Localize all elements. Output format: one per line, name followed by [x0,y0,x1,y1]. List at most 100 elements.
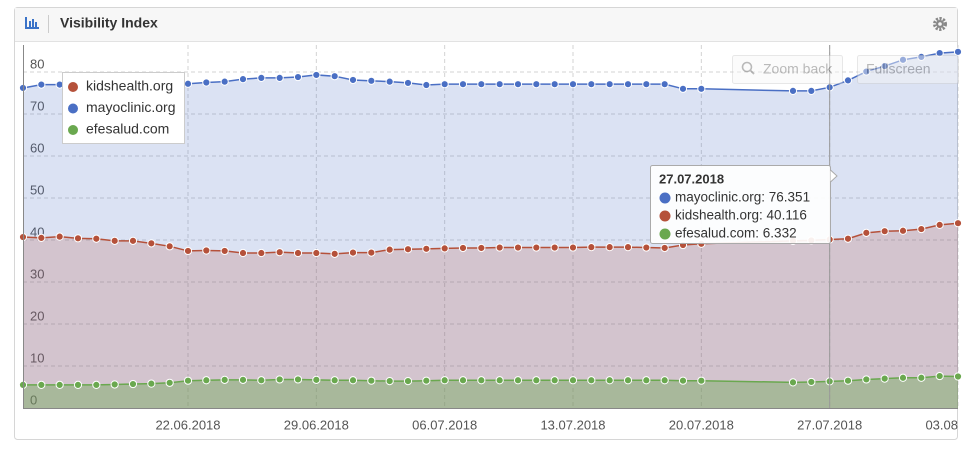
point [367,76,376,85]
point [697,376,706,385]
x-tick-label: 29.06.2018 [284,417,349,432]
point [953,47,963,56]
point [532,376,541,385]
point [110,236,119,245]
point [367,248,376,257]
point [312,70,321,80]
point [55,232,64,241]
point [330,72,339,81]
point [917,373,926,382]
point [917,224,926,234]
point [477,376,486,385]
point [147,379,156,388]
point [403,245,413,254]
button-label: Fullscreen [866,61,931,77]
point [935,220,944,229]
y-tick-label: 20 [30,308,44,323]
tooltip-entry: mayoclinic.org: 76.351 [675,190,810,205]
widget-title: Visibility Index [60,15,158,31]
point [495,243,504,252]
point [128,379,138,389]
legend-label: mayoclinic.org [86,99,175,115]
legend-marker [68,103,78,114]
zoom-icon [741,61,753,73]
point [202,376,211,385]
point [293,375,303,384]
point [917,52,926,61]
point [843,376,853,385]
point [220,375,229,384]
point [953,219,963,228]
point [128,236,138,245]
point [422,244,431,253]
point [367,376,376,385]
point [550,80,559,89]
point [477,243,486,253]
point [183,376,193,385]
point [202,78,211,87]
point [238,75,248,84]
point [183,79,193,88]
point [257,376,266,385]
point [697,84,706,93]
x-tick-label: 13.07.2018 [540,417,605,432]
point [293,72,303,82]
point [73,380,83,389]
point [532,80,541,89]
tooltip-pointer [830,169,838,183]
point [440,244,449,253]
point [568,243,578,252]
y-tick-label: 10 [30,350,44,365]
y-tick-label: 0 [30,392,37,407]
legend-label: efesalud.com [86,121,169,137]
point [788,378,798,387]
point [165,378,174,387]
point [660,80,669,89]
legend-marker [68,125,78,135]
point [495,376,504,385]
point [513,243,523,252]
tooltip-marker [659,192,671,204]
point [513,376,523,385]
point [275,375,284,384]
y-tick-label: 50 [30,182,44,197]
point [330,376,339,385]
point [568,376,578,385]
point [165,242,174,251]
area [23,51,958,409]
y-tick-label: 60 [30,140,44,155]
point [37,233,46,242]
point [440,80,449,89]
point [880,227,889,236]
button[interactable]: Zoom back [732,55,843,84]
tooltip-marker [659,210,671,222]
button[interactable]: Fullscreen [857,55,959,84]
point [422,376,431,385]
point [898,226,908,235]
point [587,376,596,385]
point [623,376,633,385]
point [642,243,651,252]
point [550,243,559,252]
tooltip: 27.07.2018 mayoclinic.org: 76.351 kidsheal… [650,165,838,244]
tooltip-entry: kidshealth.org: 40.116 [675,208,807,223]
point [275,73,284,82]
point [678,376,688,385]
point [788,86,798,96]
point [147,239,156,248]
button-box [857,55,959,84]
x-tick-label: 22.06.2018 [155,417,220,432]
point [458,243,468,253]
point [183,246,193,256]
point [385,377,394,386]
point [623,80,633,89]
point [587,80,596,89]
point [642,80,651,89]
point [92,234,101,243]
point [953,372,963,381]
point [275,248,284,257]
point [55,380,64,389]
settings-icon[interactable] [933,17,947,31]
